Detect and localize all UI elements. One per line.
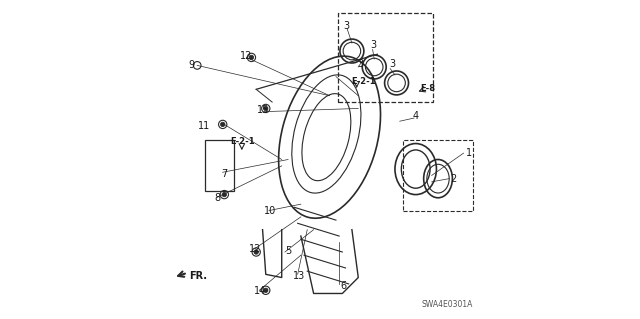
Text: 15: 15 (257, 105, 269, 115)
Text: 3: 3 (344, 20, 350, 31)
Text: 9: 9 (189, 60, 195, 70)
Text: 4: 4 (413, 111, 419, 122)
Circle shape (222, 192, 227, 197)
Text: 5: 5 (285, 246, 291, 256)
Text: 7: 7 (221, 169, 227, 179)
Text: 12: 12 (250, 244, 262, 255)
Text: FR.: FR. (189, 271, 207, 281)
Text: 11: 11 (198, 121, 211, 131)
Bar (403, 140, 473, 211)
Text: 2: 2 (450, 174, 456, 184)
Text: E-2-1: E-2-1 (230, 137, 255, 146)
Circle shape (264, 288, 268, 293)
Text: 6: 6 (341, 280, 347, 291)
Text: 10: 10 (264, 206, 276, 216)
Text: 3: 3 (371, 40, 377, 50)
Circle shape (264, 106, 268, 111)
Text: E-8: E-8 (420, 84, 435, 93)
Text: SWA4E0301A: SWA4E0301A (422, 300, 473, 309)
Text: 13: 13 (293, 271, 305, 281)
Text: 1: 1 (466, 148, 472, 158)
Text: 8: 8 (214, 193, 220, 204)
Text: 14: 14 (254, 286, 266, 296)
Text: 12: 12 (240, 51, 252, 61)
Text: E-2-1: E-2-1 (351, 77, 376, 86)
Text: 3: 3 (357, 59, 363, 69)
Circle shape (220, 122, 225, 127)
Bar (337, 13, 433, 102)
Circle shape (249, 55, 253, 60)
Text: 3: 3 (390, 59, 396, 69)
Circle shape (254, 250, 259, 254)
